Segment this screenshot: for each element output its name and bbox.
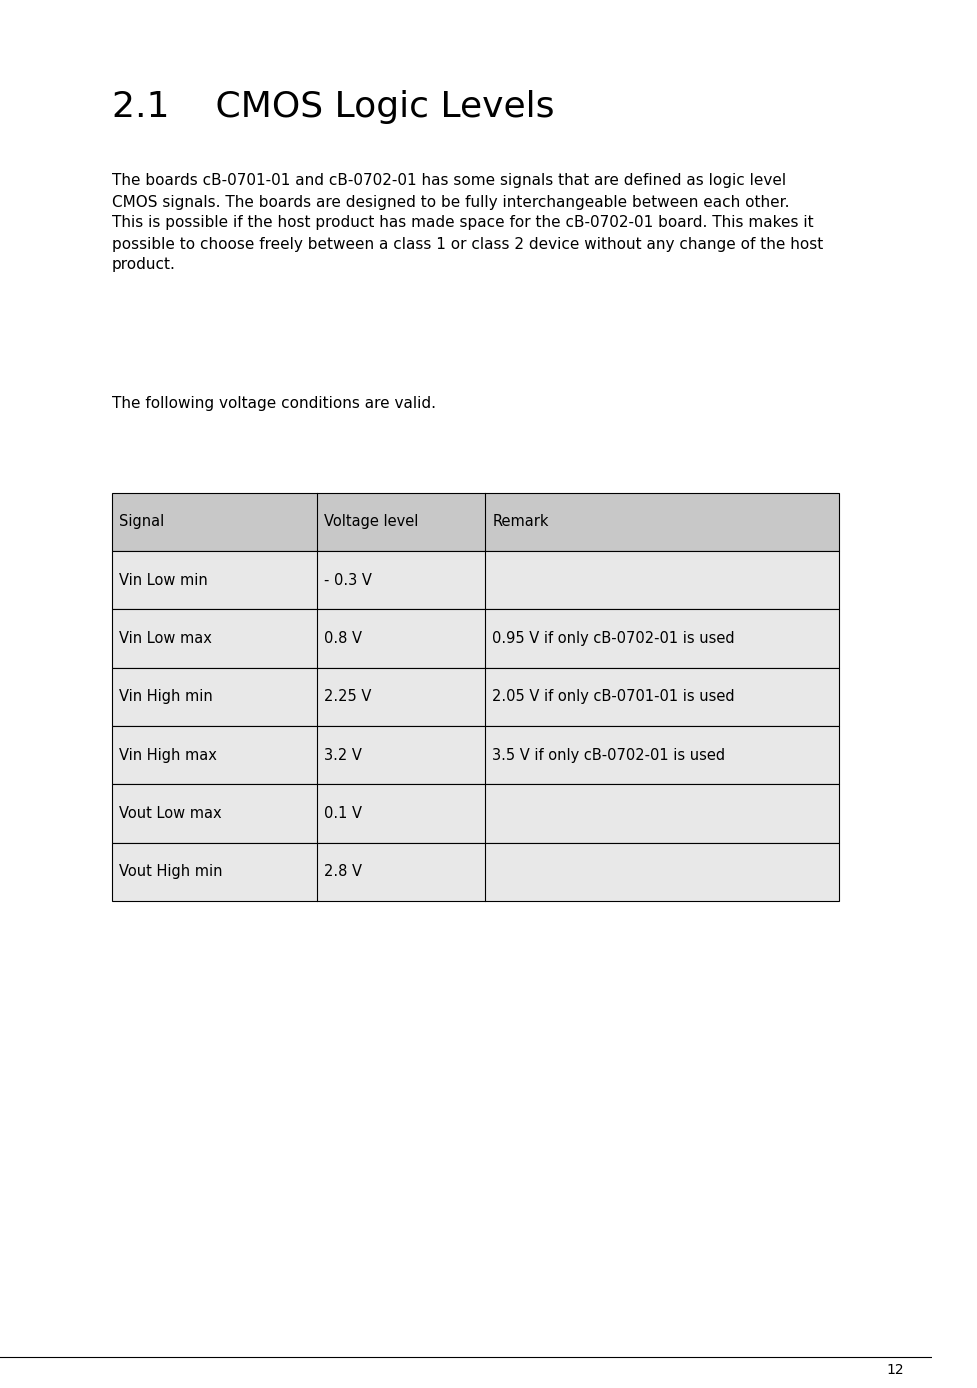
Text: 3.2 V: 3.2 V [324,748,362,762]
Text: Remark: Remark [492,515,549,529]
Text: The following voltage conditions are valid.: The following voltage conditions are val… [111,396,436,411]
Text: 0.1 V: 0.1 V [324,806,362,820]
Text: 2.8 V: 2.8 V [324,865,362,879]
Text: 2.05 V if only cB-0701-01 is used: 2.05 V if only cB-0701-01 is used [492,690,735,704]
Text: 12: 12 [886,1363,904,1377]
FancyBboxPatch shape [111,843,839,901]
FancyBboxPatch shape [111,493,839,551]
FancyBboxPatch shape [111,726,839,784]
Text: Voltage level: Voltage level [324,515,419,529]
Text: 3.5 V if only cB-0702-01 is used: 3.5 V if only cB-0702-01 is used [492,748,725,762]
Text: 0.8 V: 0.8 V [324,632,362,645]
Text: Vout Low max: Vout Low max [119,806,222,820]
Text: Vin High max: Vin High max [119,748,217,762]
Text: 2.25 V: 2.25 V [324,690,371,704]
Text: Vout High min: Vout High min [119,865,223,879]
FancyBboxPatch shape [111,784,839,843]
FancyBboxPatch shape [111,551,839,609]
Text: 2.1    CMOS Logic Levels: 2.1 CMOS Logic Levels [111,90,554,124]
Text: Vin High min: Vin High min [119,690,213,704]
FancyBboxPatch shape [111,609,839,668]
Text: Vin Low max: Vin Low max [119,632,212,645]
Text: The boards cB-0701-01 and cB-0702-01 has some signals that are defined as logic : The boards cB-0701-01 and cB-0702-01 has… [111,174,823,272]
Text: - 0.3 V: - 0.3 V [324,573,372,587]
Text: Vin Low min: Vin Low min [119,573,208,587]
Text: 0.95 V if only cB-0702-01 is used: 0.95 V if only cB-0702-01 is used [492,632,735,645]
Text: Signal: Signal [119,515,164,529]
FancyBboxPatch shape [111,668,839,726]
